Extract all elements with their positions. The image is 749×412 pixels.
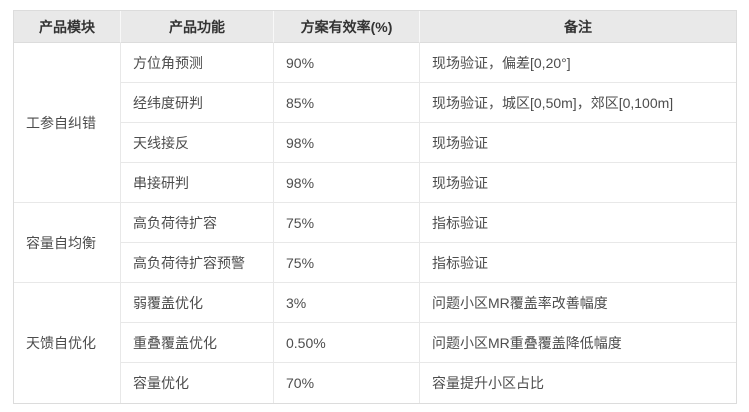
rate-cell: 70% xyxy=(274,363,420,403)
function-cell: 天线接反 xyxy=(121,123,274,163)
header-effectiveness-rate: 方案有效率(%) xyxy=(274,11,420,43)
remark-cell: 指标验证 xyxy=(420,243,736,283)
remark-cell: 现场验证，城区[0,50m]，郊区[0,100m] xyxy=(420,83,736,123)
rate-cell: 90% xyxy=(274,43,420,83)
data-table: 产品模块 产品功能 方案有效率(%) 备注 工参自纠错 方位角预测 90% 现场验证，… xyxy=(14,11,736,403)
remark-cell: 现场验证 xyxy=(420,163,736,203)
module-cell: 工参自纠错 xyxy=(14,43,121,203)
function-cell: 容量优化 xyxy=(121,363,274,403)
remark-cell: 问题小区MR重叠覆盖降低幅度 xyxy=(420,323,736,363)
table-row: 天线接反 98% 现场验证 xyxy=(14,123,736,163)
rate-cell: 0.50% xyxy=(274,323,420,363)
remark-cell: 现场验证，偏差[0,20°] xyxy=(420,43,736,83)
rate-cell: 98% xyxy=(274,163,420,203)
table-row: 天馈自优化 弱覆盖优化 3% 问题小区MR覆盖率改善幅度 xyxy=(14,283,736,403)
module-cell: 天馈自优化 xyxy=(14,283,121,403)
table-row: 经纬度研判 85% 现场验证，城区[0,50m]，郊区[0,100m] xyxy=(14,83,736,123)
header-product-function: 产品功能 xyxy=(121,11,274,43)
rate-cell: 98% xyxy=(274,123,420,163)
table-row: 串接研判 98% 现场验证 xyxy=(14,163,736,203)
function-cell: 高负荷待扩容 xyxy=(121,203,274,243)
function-cell: 方位角预测 xyxy=(121,43,274,83)
function-cell: 重叠覆盖优化 xyxy=(121,323,274,363)
product-feature-table: 产品模块 产品功能 方案有效率(%) 备注 工参自纠错 方位角预测 90% 现场验证，… xyxy=(13,10,737,404)
module-cell: 容量自均衡 xyxy=(14,203,121,283)
header-remark: 备注 xyxy=(420,11,736,43)
table-row: 容量自均衡 高负荷待扩容 75% 指标验证 xyxy=(14,203,736,283)
table-body: 工参自纠错 方位角预测 90% 现场验证，偏差[0,20°] 经纬度研判 85% 现场验证，… xyxy=(14,43,736,403)
table-row: 容量优化 70% 容量提升小区占比 xyxy=(14,363,736,403)
table-header: 产品模块 产品功能 方案有效率(%) 备注 xyxy=(14,11,736,43)
function-cell: 弱覆盖优化 xyxy=(121,283,274,323)
function-cell: 经纬度研判 xyxy=(121,83,274,123)
table-row: 高负荷待扩容预警 75% 指标验证 xyxy=(14,243,736,283)
remark-cell: 现场验证 xyxy=(420,123,736,163)
rate-cell: 85% xyxy=(274,83,420,123)
function-cell: 高负荷待扩容预警 xyxy=(121,243,274,283)
table-row: 工参自纠错 方位角预测 90% 现场验证，偏差[0,20°] xyxy=(14,43,736,203)
rate-cell: 75% xyxy=(274,243,420,283)
rate-cell: 75% xyxy=(274,203,420,243)
rate-cell: 3% xyxy=(274,283,420,323)
table-row: 重叠覆盖优化 0.50% 问题小区MR重叠覆盖降低幅度 xyxy=(14,323,736,363)
remark-cell: 指标验证 xyxy=(420,203,736,243)
remark-cell: 问题小区MR覆盖率改善幅度 xyxy=(420,283,736,323)
remark-cell: 容量提升小区占比 xyxy=(420,363,736,403)
function-cell: 串接研判 xyxy=(121,163,274,203)
header-row: 产品模块 产品功能 方案有效率(%) 备注 xyxy=(14,11,736,43)
header-product-module: 产品模块 xyxy=(14,11,121,43)
